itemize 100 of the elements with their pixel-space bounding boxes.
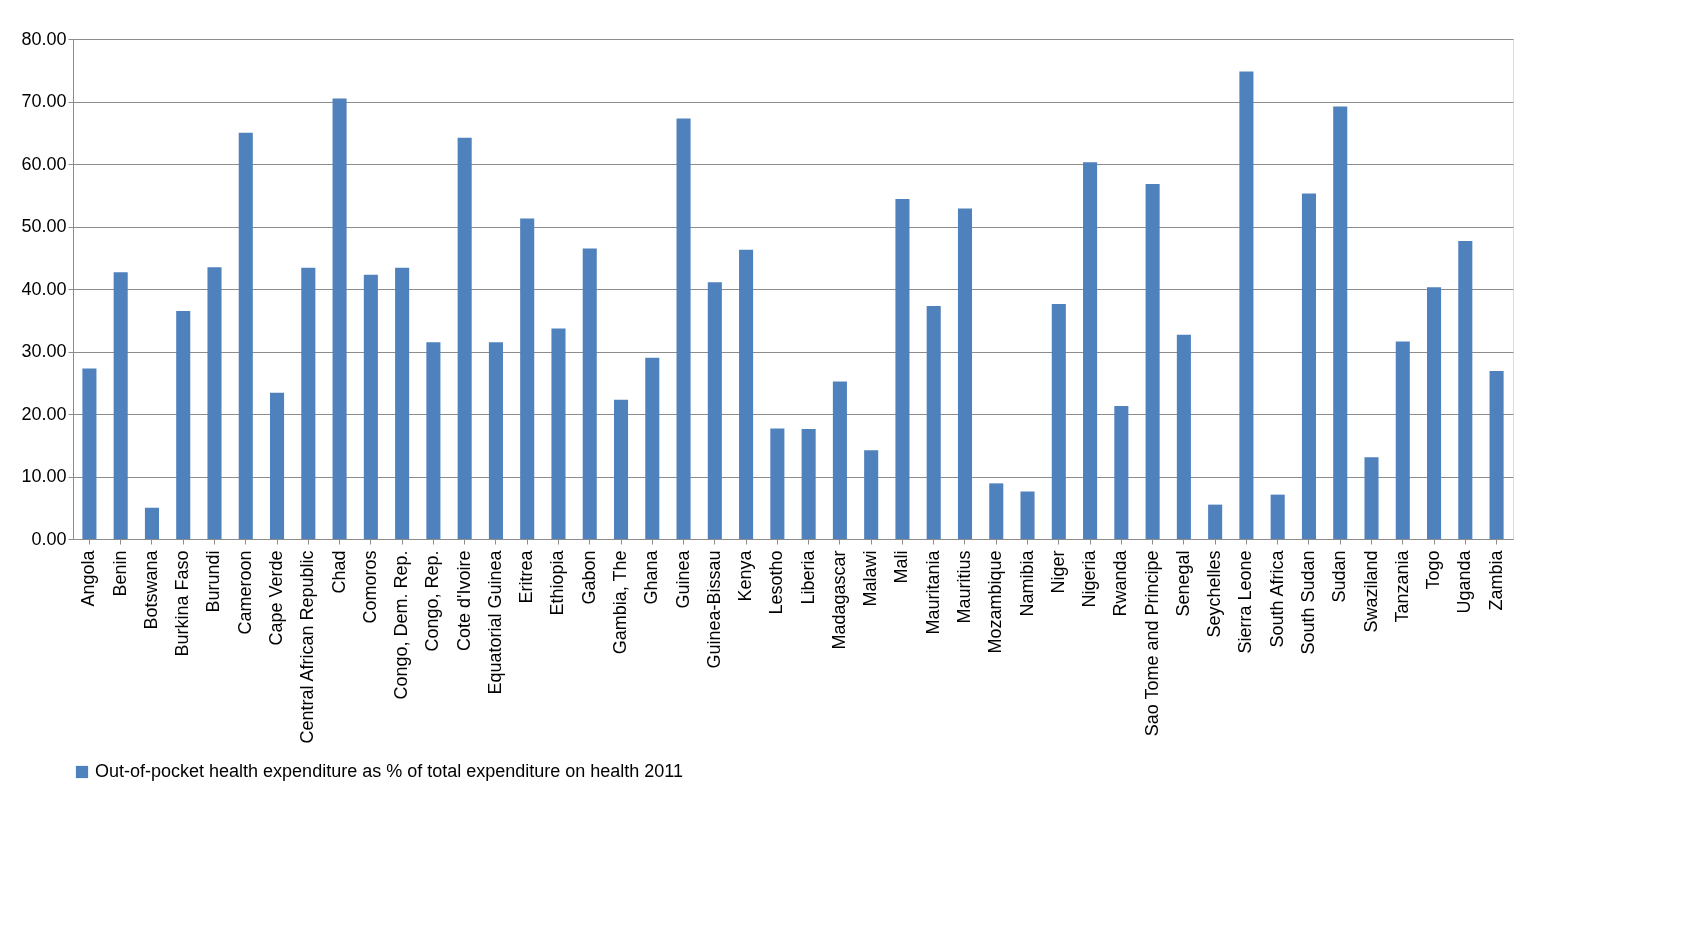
bar xyxy=(1020,491,1035,539)
x-tick-label: Burundi xyxy=(203,550,224,613)
x-tick-label: Senegal xyxy=(1172,550,1193,617)
bar xyxy=(1458,240,1473,539)
bar xyxy=(1208,504,1223,539)
bar xyxy=(645,357,660,539)
x-tick-label: Botswana xyxy=(140,549,161,630)
x-tick-label: Madagascar xyxy=(828,550,849,650)
x-tick-label: Guinea-Bissau xyxy=(703,550,724,669)
bar xyxy=(82,368,97,539)
y-tick-label: 20.00 xyxy=(21,403,67,424)
x-tick-label: Congo, Dem. Rep. xyxy=(391,550,412,700)
bar xyxy=(363,274,378,539)
bar xyxy=(426,342,441,539)
x-tick-label: Malawi xyxy=(860,550,881,607)
bar xyxy=(957,208,973,539)
bar xyxy=(1427,287,1442,539)
x-tick-label: Central African Republic xyxy=(297,550,318,744)
bar xyxy=(1145,184,1160,539)
x-tick-label: Eritrea xyxy=(516,549,537,604)
x-tick-label: Mali xyxy=(891,550,912,584)
bar xyxy=(551,328,566,539)
x-tick-label: Chad xyxy=(328,550,349,594)
bar xyxy=(207,267,222,539)
bar xyxy=(1051,304,1066,539)
bar xyxy=(926,305,941,539)
x-tick-label: Tanzania xyxy=(1391,549,1412,623)
x-tick-label: Uganda xyxy=(1454,549,1475,614)
x-tick-label: Sierra Leone xyxy=(1235,550,1256,654)
bar xyxy=(895,199,910,539)
x-tick-label: Cameroon xyxy=(234,550,255,635)
bar xyxy=(707,282,722,539)
x-tick-label: Mozambique xyxy=(985,550,1006,654)
bar xyxy=(739,249,754,539)
bar xyxy=(582,248,597,539)
x-tick-label: Ethiopia xyxy=(547,549,568,616)
bar xyxy=(1270,494,1285,539)
legend-label: Out-of-pocket health expenditure as % of total expenditure on health 2011 xyxy=(95,761,684,781)
x-tick-label: Gambia, The xyxy=(610,550,631,655)
bar xyxy=(1395,341,1410,539)
x-tick-label: Sao Tome and Principe xyxy=(1141,550,1162,737)
bar xyxy=(488,342,503,539)
x-tick-label: Togo xyxy=(1423,550,1444,590)
bar xyxy=(1489,370,1504,539)
x-tick-label: Zambia xyxy=(1485,549,1506,611)
bar xyxy=(1239,71,1254,539)
y-tick-label: 10.00 xyxy=(21,466,67,486)
bar xyxy=(770,428,785,539)
bar xyxy=(176,310,191,539)
y-tick-label: 70.00 xyxy=(21,91,67,111)
bar xyxy=(238,132,253,539)
bar xyxy=(613,399,629,539)
x-tick-label: Rwanda xyxy=(1110,549,1131,617)
x-tick-label: Seychelles xyxy=(1204,550,1225,638)
y-tick-label: 30.00 xyxy=(21,341,67,361)
x-tick-label: Nigeria xyxy=(1079,549,1100,608)
x-tick-label: Congo, Rep. xyxy=(422,550,443,652)
bar xyxy=(1301,193,1316,539)
x-tick-label: Gabon xyxy=(578,550,599,605)
bar xyxy=(395,267,410,539)
bar xyxy=(457,137,472,539)
x-tick-label: Burkina Faso xyxy=(172,550,193,657)
bar xyxy=(1083,162,1098,539)
bar xyxy=(1333,106,1348,539)
y-tick-label: 40.00 xyxy=(21,278,67,299)
bar xyxy=(332,98,347,539)
x-tick-label: Mauritius xyxy=(953,550,974,624)
x-tick-label: South Africa xyxy=(1266,549,1287,648)
bar xyxy=(832,381,847,539)
bar xyxy=(1364,457,1379,539)
x-tick-label: Angola xyxy=(78,549,99,607)
x-tick-label: Comoros xyxy=(359,550,380,624)
x-tick-label: Guinea xyxy=(672,549,693,609)
x-tick-label: Mauritania xyxy=(922,549,943,635)
bar xyxy=(144,507,159,539)
x-tick-label: Cape Verde xyxy=(266,550,287,646)
x-tick-label: Benin xyxy=(109,550,130,597)
bar xyxy=(270,392,285,539)
y-tick-label: 0.00 xyxy=(31,528,67,549)
y-tick-label: 60.00 xyxy=(21,153,67,174)
y-tick-label: 80.00 xyxy=(21,28,67,49)
bar xyxy=(676,118,691,539)
x-tick-label: Cote d'Ivoire xyxy=(453,550,474,651)
x-tick-label: Liberia xyxy=(797,549,818,605)
y-tick-label: 50.00 xyxy=(21,216,67,236)
x-tick-label: Sudan xyxy=(1329,550,1350,603)
x-tick-label: Namibia xyxy=(1016,549,1037,617)
x-tick-label: Kenya xyxy=(735,549,756,602)
bar xyxy=(801,429,816,539)
bar xyxy=(864,450,879,539)
bar xyxy=(113,272,128,539)
x-tick-label: Ghana xyxy=(641,549,662,605)
bar xyxy=(1176,334,1191,539)
x-tick-label: South Sudan xyxy=(1297,550,1318,655)
bar xyxy=(1114,405,1129,539)
x-tick-label: Lesotho xyxy=(766,550,787,615)
bar xyxy=(989,483,1004,539)
x-tick-label: Equatorial Guinea xyxy=(484,549,505,695)
bar xyxy=(520,218,535,539)
x-tick-label: Niger xyxy=(1047,550,1068,594)
